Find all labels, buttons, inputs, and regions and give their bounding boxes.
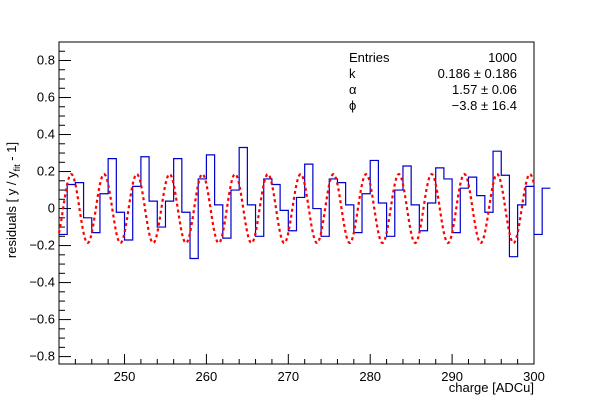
y-tick-label: 0.8 <box>37 53 55 68</box>
svg-text:residuals [ y / yfit - 1]: residuals [ y / yfit - 1] <box>4 142 22 258</box>
x-axis-title: charge [ADCu] <box>449 380 534 395</box>
stats-value: 1.57 ± 0.06 <box>452 82 517 97</box>
y-tick-label: −0.2 <box>29 238 55 253</box>
x-tick-label: 250 <box>114 369 136 384</box>
y-tick-label: −0.6 <box>29 312 55 327</box>
x-tick-label: 270 <box>277 369 299 384</box>
y-axis-title-sub: fit <box>12 164 22 172</box>
residuals-histogram <box>59 146 551 260</box>
x-tick-label: 280 <box>359 369 381 384</box>
x-tick-label: 260 <box>196 369 218 384</box>
stats-label: α <box>349 82 357 97</box>
y-tick-label: 0 <box>48 201 55 216</box>
y-axis-title: residuals [ y / yfit - 1] <box>4 142 22 258</box>
y-tick-label: 0.2 <box>37 164 55 179</box>
stats-value: 1000 <box>488 50 517 65</box>
y-tick-label: −0.4 <box>29 275 55 290</box>
stats-label: k <box>349 66 356 81</box>
y-axis: −0.8 −0.6 −0.4 −0.2 0 0.2 0.4 0.6 0.8 <box>29 50 71 364</box>
stats-value: 0.186 ± 0.186 <box>438 66 517 81</box>
y-tick-label: 0.6 <box>37 90 55 105</box>
y-tick-label: −0.8 <box>29 349 55 364</box>
series-layer <box>57 146 551 260</box>
stats-label: Entries <box>349 50 390 65</box>
y-tick-label: 0.4 <box>37 127 55 142</box>
x-tick-label: 290 <box>441 369 463 384</box>
stats-box: Entries 1000 k 0.186 ± 0.186 α 1.57 ± 0.06 ϕ −3… <box>349 50 517 113</box>
y-axis-title-tail: - 1] <box>4 142 19 164</box>
x-axis: 250 260 270 280 290 300 <box>58 354 545 384</box>
stats-label: ϕ <box>349 98 356 113</box>
y-axis-title-main: residuals [ y / y <box>4 171 19 258</box>
fit-curve <box>57 172 536 245</box>
x-tick-label: 300 <box>523 369 545 384</box>
stats-value: −3.8 ± 16.4 <box>452 98 517 113</box>
